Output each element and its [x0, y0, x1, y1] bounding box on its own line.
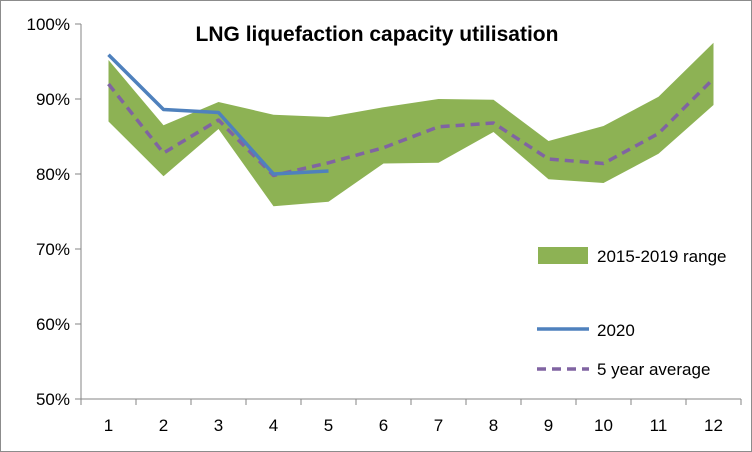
y-tick-label: 70% [36, 240, 70, 259]
y-tick-label: 100% [27, 15, 70, 34]
y-tick-label: 90% [36, 90, 70, 109]
x-tick-label: 6 [379, 416, 388, 435]
x-tick-label: 5 [324, 416, 333, 435]
x-tick-label: 10 [594, 416, 613, 435]
y-tick-label: 60% [36, 315, 70, 334]
series-line-2020 [107, 53, 329, 176]
x-tick-label: 12 [704, 416, 723, 435]
range-band-2015-2019 [108, 42, 714, 207]
x-tick-label: 7 [434, 416, 443, 435]
legend-swatch-range [538, 247, 588, 264]
legend-label-range: 2015-2019 range [597, 247, 727, 266]
y-tick-label: 50% [36, 390, 70, 409]
series-line-5-year-average [107, 77, 715, 178]
legend-label-5-year-average: 5 year average [597, 360, 710, 379]
x-tick-label: 1 [104, 416, 113, 435]
x-tick-label: 3 [214, 416, 223, 435]
x-tick-label: 2 [159, 416, 168, 435]
x-tick-label: 4 [269, 416, 278, 435]
legend-label-2020: 2020 [597, 321, 635, 340]
x-tick-label: 11 [650, 416, 668, 435]
y-tick-label: 80% [36, 165, 70, 184]
x-tick-label: 8 [489, 416, 498, 435]
x-tick-label: 9 [544, 416, 553, 435]
chart-title: LNG liquefaction capacity utilisation [196, 23, 559, 46]
